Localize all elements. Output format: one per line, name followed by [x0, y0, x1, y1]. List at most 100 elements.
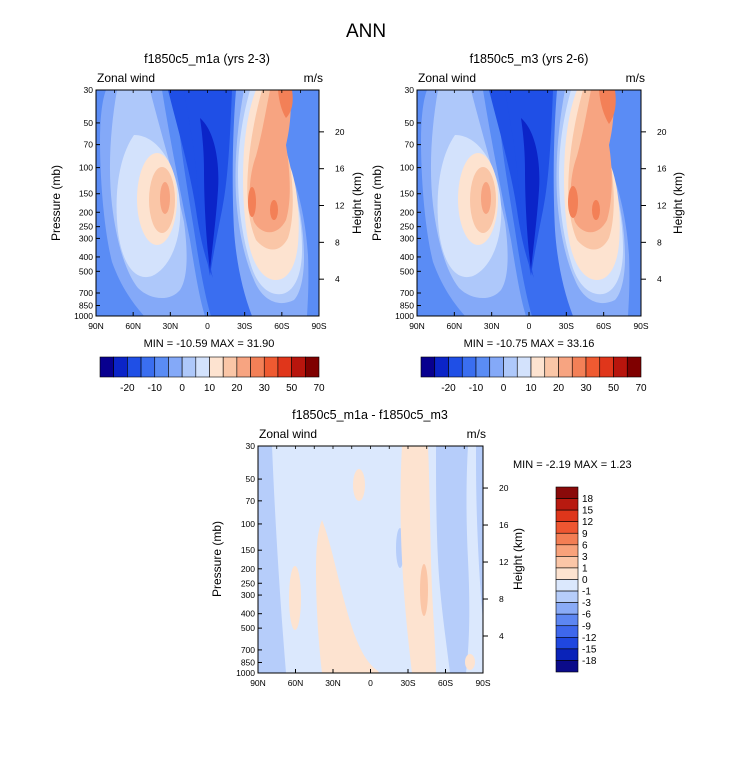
y-tick-label: 200	[79, 207, 93, 217]
x-tick-label: 90S	[311, 321, 326, 331]
x-tick-label: 0	[527, 321, 532, 331]
y-tick-label: 100	[79, 163, 93, 173]
colorbar-swatch	[555, 625, 579, 638]
y-tick-label: 300	[79, 233, 93, 243]
colorbar-swatch	[555, 498, 579, 511]
colorbar-swatch	[181, 356, 197, 378]
panel-1-variable-label: Zonal wind	[97, 71, 155, 85]
colorbar-label: -15	[582, 644, 597, 655]
colorbar-label: 10	[525, 383, 537, 394]
colorbar-swatch	[555, 602, 579, 615]
colorbar-swatch	[555, 648, 579, 661]
y-tick-label: 100	[241, 519, 255, 529]
colorbar-swatch	[434, 356, 449, 378]
y-tick-label: 700	[241, 645, 255, 655]
colorbar-swatch	[613, 356, 628, 378]
colorbar-label: 20	[231, 383, 243, 394]
colorbar-label: 0	[582, 575, 588, 586]
contour-band	[248, 187, 256, 217]
colorbar-swatch	[448, 356, 463, 378]
y-tick-label: 30	[84, 85, 94, 95]
panel-3-y2label: Height (km)	[511, 528, 525, 590]
colorbar-swatch	[420, 356, 436, 378]
colorbar-label: -1	[582, 587, 591, 598]
colorbar-swatch	[475, 356, 491, 378]
y2-tick-label: 16	[335, 164, 345, 174]
x-tick-label: 30N	[484, 321, 500, 331]
y-tick-label: 250	[241, 578, 255, 588]
contour-band	[568, 186, 578, 218]
colorbar-label: 18	[582, 494, 594, 505]
colorbar-label: -3	[582, 598, 591, 609]
colorbar-swatch	[154, 356, 169, 378]
x-tick-label: 60N	[447, 321, 463, 331]
colorbar-swatch	[558, 356, 573, 378]
colorbar-swatch	[99, 356, 114, 378]
x-tick-label: 0	[368, 678, 373, 688]
contour-band	[249, 90, 291, 233]
contour-band	[420, 564, 428, 616]
y2-tick-label: 20	[499, 483, 509, 493]
colorbar-swatch	[277, 356, 292, 378]
x-tick-label: 90S	[633, 321, 648, 331]
colorbar-swatch	[599, 356, 614, 378]
colorbar-swatch	[168, 356, 183, 378]
colorbar-label: -6	[582, 610, 591, 621]
y2-tick-label: 8	[499, 594, 504, 604]
x-tick-label: 90N	[88, 321, 104, 331]
y-tick-label: 150	[241, 545, 255, 555]
colorbar-label: -9	[582, 621, 591, 632]
contour-band	[481, 182, 491, 214]
y-tick-label: 70	[84, 140, 94, 150]
panel-2-colorbar: -20 -10 0 10 20 30 50 70	[420, 356, 647, 394]
y-tick-label: 300	[400, 233, 414, 243]
contour-band	[436, 446, 470, 673]
y-tick-label: 500	[400, 266, 414, 276]
y-tick-label: 150	[79, 189, 93, 199]
y2-tick-label: 4	[657, 274, 662, 284]
y-tick-label: 200	[400, 207, 414, 217]
colorbar-label: 20	[553, 383, 565, 394]
y-tick-label: 30	[246, 441, 256, 451]
x-tick-label: 90N	[250, 678, 266, 688]
colorbar-swatch	[555, 660, 579, 673]
colorbar-swatch	[555, 637, 579, 650]
colorbar-label: 0	[179, 383, 185, 394]
y-tick-label: 50	[405, 118, 415, 128]
y-tick-label: 70	[405, 140, 415, 150]
colorbar-swatch	[516, 356, 532, 378]
colorbar-swatch	[263, 356, 279, 378]
y2-tick-label: 8	[657, 237, 662, 247]
y-tick-label: 500	[241, 623, 255, 633]
y-tick-label: 500	[79, 266, 93, 276]
panel-1-y2label: Height (km)	[350, 172, 364, 234]
contour-band	[289, 566, 301, 630]
contour-band	[592, 200, 600, 220]
x-tick-label: 0	[205, 321, 210, 331]
y2-tick-label: 12	[499, 557, 509, 567]
colorbar-label: 30	[259, 383, 271, 394]
x-tick-label: 60S	[438, 678, 453, 688]
y-tick-label: 700	[400, 288, 414, 298]
colorbar-swatch	[305, 356, 320, 378]
colorbar-swatch	[555, 590, 579, 603]
y-tick-label: 50	[246, 474, 256, 484]
colorbar-swatch	[250, 356, 265, 378]
colorbar-label: -10	[148, 383, 163, 394]
y-tick-label: 150	[400, 189, 414, 199]
contour-band	[599, 90, 616, 124]
colorbar-label: -20	[441, 383, 456, 394]
y-tick-label: 300	[241, 590, 255, 600]
colorbar-swatch	[544, 356, 559, 378]
colorbar-swatch	[222, 356, 238, 378]
colorbar-label: 9	[582, 529, 588, 540]
colorbar-swatch	[555, 544, 579, 557]
panel-3-title: f1850c5_m1a - f1850c5_m3	[292, 408, 448, 422]
x-tick-label: 60N	[288, 678, 304, 688]
contour-band	[465, 654, 475, 670]
colorbar-label: 1	[582, 563, 588, 574]
panel-3-contours	[258, 446, 483, 673]
colorbar-swatch	[555, 567, 579, 580]
x-tick-label: 60N	[125, 321, 141, 331]
